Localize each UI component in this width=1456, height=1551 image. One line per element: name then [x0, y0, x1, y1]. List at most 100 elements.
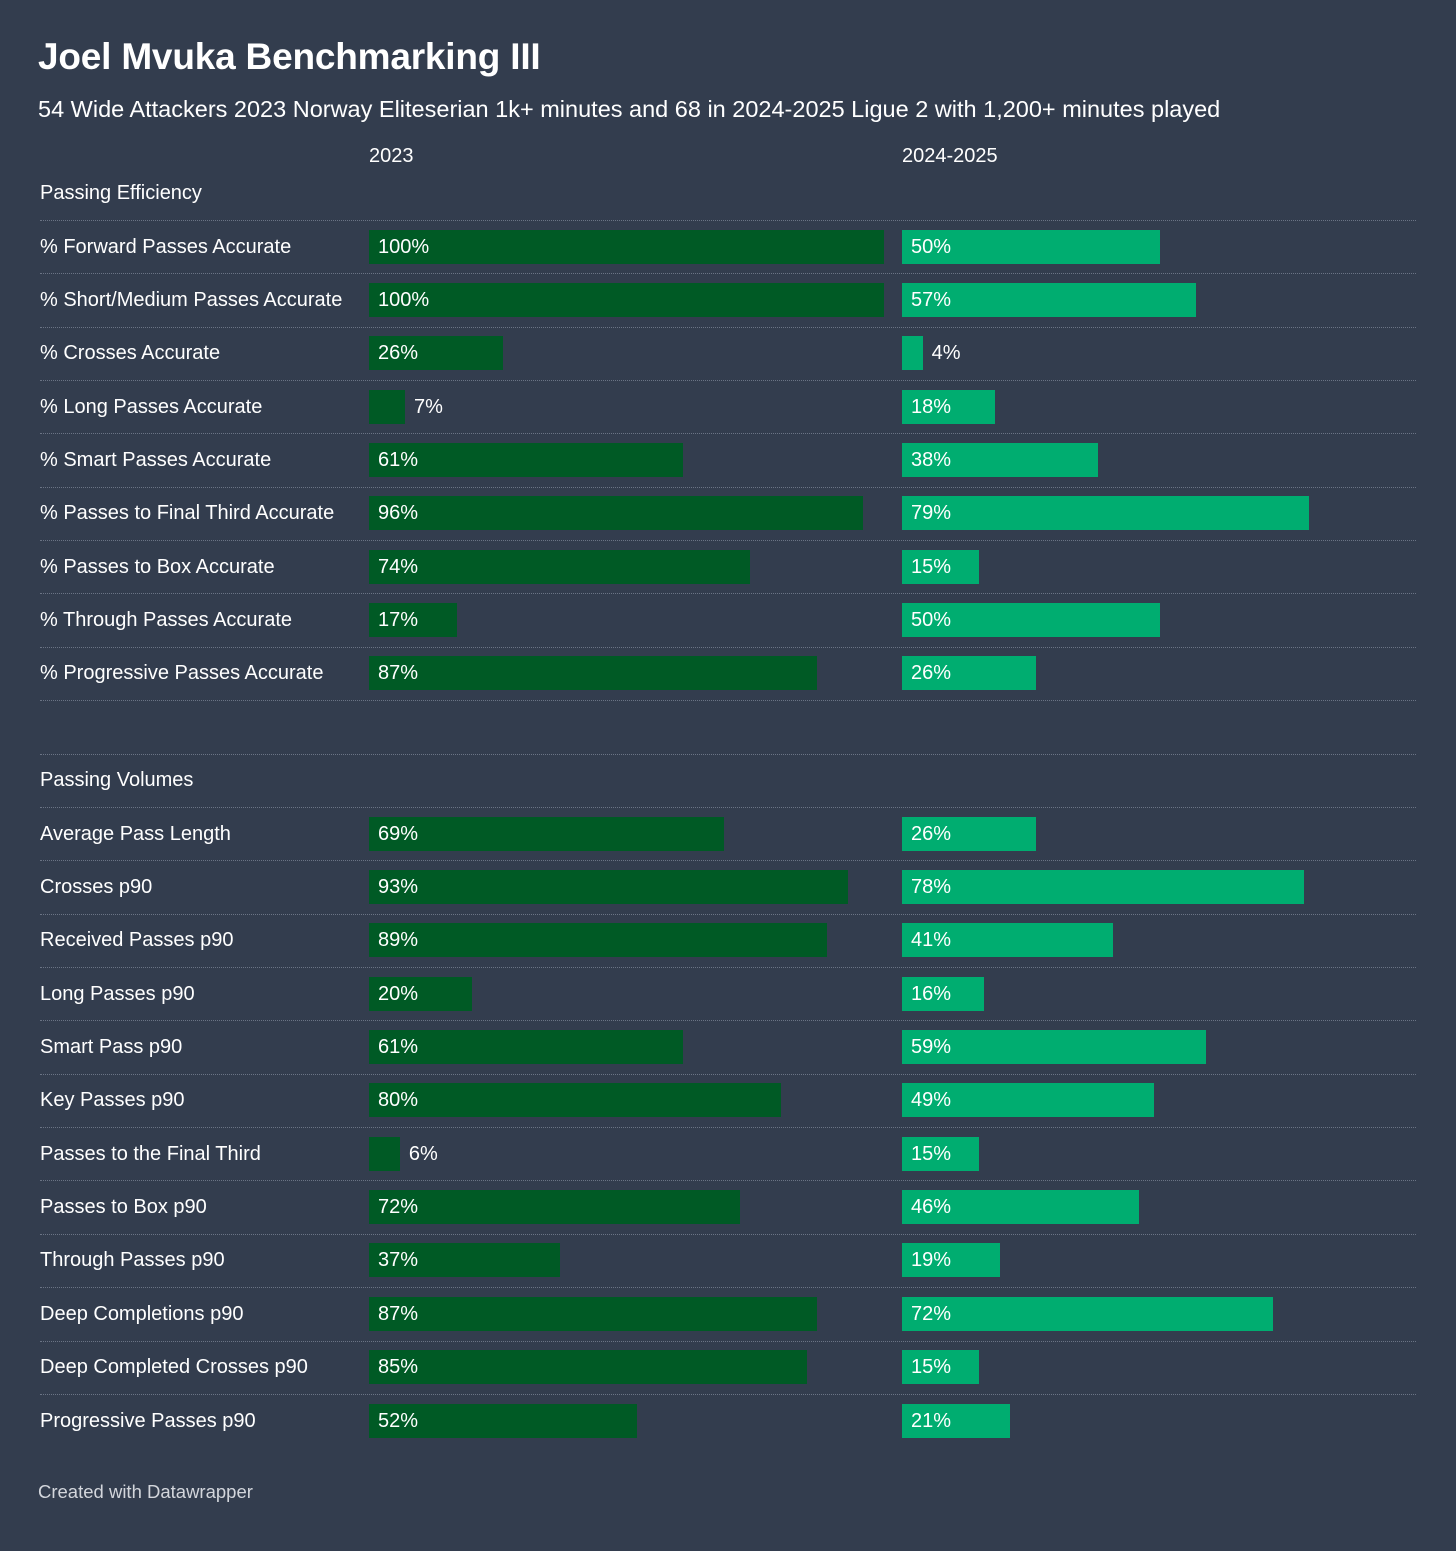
- group-separator: [40, 754, 1416, 755]
- row-label: % Through Passes Accurate: [40, 609, 292, 632]
- bar-2024-2025-bar: [902, 603, 1160, 638]
- bar-2023-bar: [369, 1136, 400, 1171]
- bar-2023-value-label: 6%: [408, 1142, 438, 1165]
- bar-2023-bar: [369, 336, 503, 371]
- bar-2024-2025-value-label: 16%: [911, 982, 952, 1005]
- bar-2023-value-label: 72%: [378, 1196, 419, 1219]
- bar-2024-2025-value-label: 15%: [911, 1356, 952, 1379]
- bar-2023-value-label: 37%: [378, 1249, 419, 1272]
- bar-2024-2025-bar: [902, 1243, 1000, 1278]
- row-label: % Passes to Box Accurate: [40, 555, 275, 578]
- row-separator: [40, 326, 1416, 328]
- row-separator: [40, 860, 1416, 862]
- bar-2024-2025-value-label: 72%: [911, 1302, 952, 1325]
- bar-2024-2025-bar: [902, 1403, 1011, 1438]
- column-header-2023: 2023: [369, 145, 414, 167]
- bar-2023-bar: [369, 1190, 740, 1225]
- bar-2024-2025-value-label: 4%: [931, 342, 961, 365]
- bar-2024-2025-value-label: 79%: [911, 502, 952, 525]
- column-header-2024-2025: 2024-2025: [902, 145, 998, 167]
- bar-2024-2025-bar: [902, 976, 985, 1011]
- bar-2024-2025-bar: [902, 1030, 1206, 1065]
- bar-2024-2025-value-label: 59%: [911, 1036, 952, 1059]
- row-label: Passes to Box p90: [40, 1196, 207, 1219]
- bar-2023-bar: [369, 816, 725, 851]
- row-label: % Crosses Accurate: [40, 342, 221, 365]
- bar-2024-2025-value-label: 50%: [911, 235, 952, 258]
- bar-2024-2025-value-label: 38%: [911, 449, 952, 472]
- row-separator: [40, 1180, 1416, 1182]
- bar-2024-2025-bar: [902, 549, 980, 584]
- bar-2023-value-label: 20%: [378, 982, 419, 1005]
- bar-2023-value-label: 100%: [378, 235, 430, 258]
- bar-2024-2025-value-label: 46%: [911, 1196, 952, 1219]
- bar-2024-2025-bar: [902, 923, 1114, 958]
- row-separator: [40, 220, 1416, 221]
- row-separator: [40, 1020, 1416, 1022]
- row-label: % Forward Passes Accurate: [40, 235, 292, 258]
- bar-2024-2025-value-label: 18%: [911, 395, 952, 418]
- bar-2023-value-label: 69%: [378, 822, 419, 845]
- bar-2024-2025-value-label: 41%: [911, 929, 952, 952]
- bar-2023-bar: [369, 389, 406, 424]
- bar-2023-value-label: 87%: [378, 1302, 419, 1325]
- chart-subtitle: 54 Wide Attackers 2023 Norway Eliteseria…: [38, 96, 1221, 122]
- footer-credit: Created with Datawrapper: [38, 1481, 253, 1502]
- bar-2023-value-label: 96%: [378, 502, 419, 525]
- row-label: Through Passes p90: [40, 1249, 225, 1272]
- bar-2024-2025-bar: [902, 283, 1196, 318]
- row-label: % Progressive Passes Accurate: [40, 662, 324, 685]
- bar-2024-2025-value-label: 49%: [911, 1089, 952, 1112]
- row-label: Deep Completed Crosses p90: [40, 1356, 308, 1379]
- bar-2023-bar: [369, 229, 884, 264]
- bar-2024-2025-value-label: 26%: [911, 822, 952, 845]
- bar-2023-bar: [369, 283, 884, 318]
- bar-2024-2025-bar: [902, 443, 1098, 478]
- bar-2023-bar: [369, 549, 751, 584]
- bar-2023-value-label: 87%: [378, 662, 419, 685]
- row-separator: [40, 593, 1416, 595]
- bar-2023-bar: [369, 1403, 637, 1438]
- bar-2024-2025-value-label: 50%: [911, 609, 952, 632]
- bar-2023-value-label: 17%: [378, 609, 419, 632]
- row-separator: [40, 1127, 1416, 1129]
- row-label: % Passes to Final Third Accurate: [40, 502, 335, 525]
- bar-2024-2025-value-label: 57%: [911, 289, 952, 312]
- row-label: % Long Passes Accurate: [40, 395, 263, 418]
- bar-2023-value-label: 26%: [378, 342, 419, 365]
- row-label: Long Passes p90: [40, 982, 195, 1005]
- bar-2023-value-label: 100%: [378, 289, 430, 312]
- bar-2024-2025-bar: [902, 1296, 1273, 1331]
- bar-2024-2025-value-label: 21%: [911, 1409, 952, 1432]
- row-label: % Smart Passes Accurate: [40, 449, 272, 472]
- row-separator: [40, 1073, 1416, 1075]
- bar-2024-2025-value-label: 19%: [911, 1249, 952, 1272]
- bar-2023-bar: [369, 443, 684, 478]
- bar-2023-value-label: 85%: [378, 1356, 419, 1379]
- bar-2023-bar: [369, 1083, 781, 1118]
- bar-2023-value-label: 61%: [378, 449, 419, 472]
- bar-2023-bar: [369, 976, 472, 1011]
- bar-2024-2025-bar: [902, 1083, 1155, 1118]
- bar-2023-value-label: 74%: [378, 555, 419, 578]
- row-label: Key Passes p90: [40, 1089, 185, 1112]
- row-label: Passes to the Final Third: [40, 1142, 261, 1165]
- row-separator: [40, 913, 1416, 915]
- row-separator: [40, 1233, 1416, 1235]
- bar-2023-bar: [369, 656, 818, 691]
- bar-2024-2025-value-label: 78%: [911, 876, 952, 899]
- bar-2023-bar: [369, 1243, 560, 1278]
- bar-2023-value-label: 80%: [378, 1089, 419, 1112]
- bar-2023-value-label: 61%: [378, 1036, 419, 1059]
- row-separator: [40, 380, 1416, 382]
- bar-2024-2025-bar: [902, 389, 995, 424]
- bar-2023-bar: [369, 1350, 807, 1385]
- bar-2024-2025-bar: [902, 656, 1036, 691]
- row-separator: [40, 273, 1416, 275]
- bar-2023-value-label: 52%: [378, 1409, 419, 1432]
- bar-2023-bar: [369, 1030, 684, 1065]
- row-label: Deep Completions p90: [40, 1302, 244, 1325]
- bar-2023-value-label: 93%: [378, 876, 419, 899]
- bar-2024-2025-value-label: 26%: [911, 662, 952, 685]
- bar-2024-2025-bar: [902, 1136, 980, 1171]
